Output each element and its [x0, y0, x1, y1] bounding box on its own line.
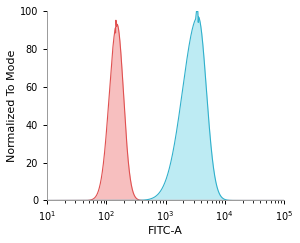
X-axis label: FITC-A: FITC-A — [148, 226, 183, 236]
Y-axis label: Normalized To Mode: Normalized To Mode — [7, 50, 17, 162]
